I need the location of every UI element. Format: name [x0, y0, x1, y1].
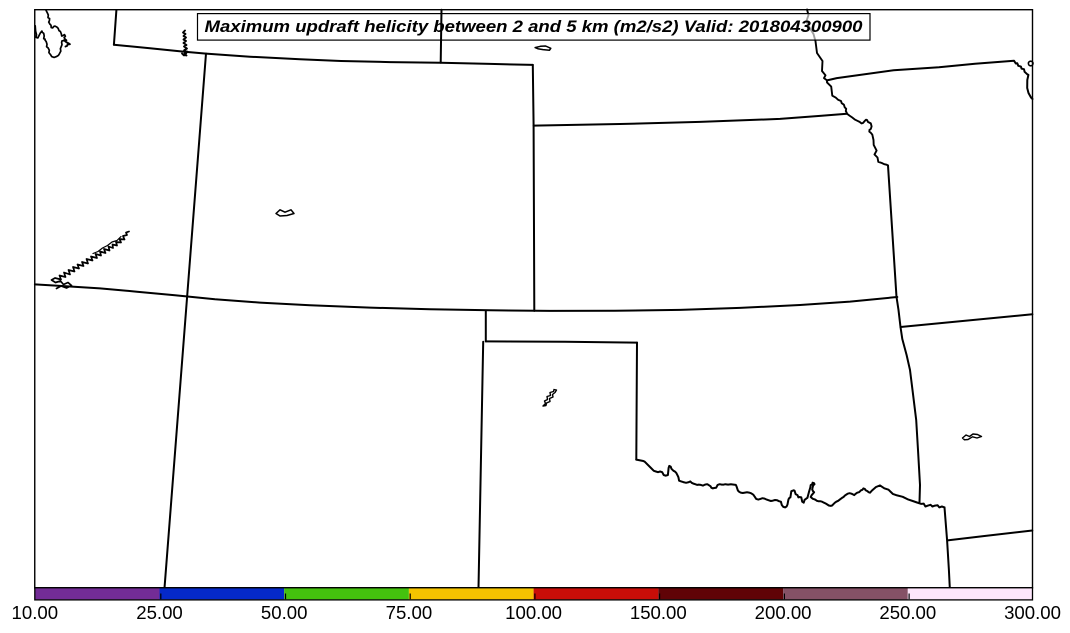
svg-text:50.00: 50.00	[261, 602, 308, 623]
svg-text:10.00: 10.00	[12, 602, 59, 623]
svg-text:75.00: 75.00	[386, 602, 433, 623]
svg-text:25.00: 25.00	[136, 602, 183, 623]
svg-text:150.00: 150.00	[630, 602, 687, 623]
svg-text:100.00: 100.00	[505, 602, 562, 623]
svg-text:Maximum updraft helicity betwe: Maximum updraft helicity between 2 and 5…	[205, 18, 863, 36]
svg-text:200.00: 200.00	[755, 602, 812, 623]
svg-text:300.00: 300.00	[1004, 602, 1061, 623]
svg-text:250.00: 250.00	[879, 602, 936, 623]
